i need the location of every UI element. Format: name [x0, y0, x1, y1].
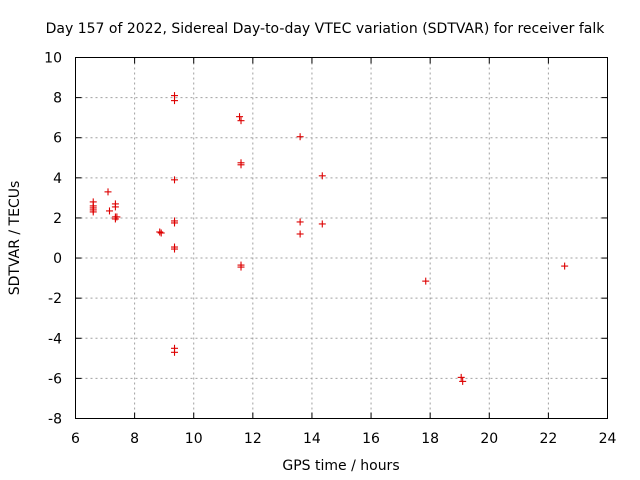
y-tick-label: 2 — [53, 211, 62, 227]
y-tick-labels: -8 -6 -4 -2 0 2 4 6 8 10 — [44, 51, 62, 428]
data-point — [237, 263, 245, 271]
y-tick-label: -2 — [48, 291, 62, 307]
data-point — [561, 262, 569, 270]
data-point — [459, 377, 467, 385]
data-point — [296, 218, 304, 226]
data-point — [113, 213, 121, 221]
data-point — [104, 188, 112, 196]
data-point — [236, 113, 244, 121]
data-point — [111, 203, 119, 211]
data-point — [318, 172, 326, 180]
y-axis-label: SDTVAR / TECUs — [7, 181, 23, 296]
data-point — [237, 117, 245, 125]
grid-lines — [75, 57, 608, 419]
data-point — [422, 277, 430, 285]
plot-frame — [75, 57, 608, 419]
y-tick-label: 0 — [53, 251, 62, 267]
data-point — [296, 133, 304, 141]
y-tick-label: -8 — [48, 412, 62, 428]
y-tick-label: 10 — [44, 51, 62, 67]
data-point — [457, 373, 465, 381]
y-tick-label: 8 — [53, 91, 62, 107]
x-tick-label: 14 — [303, 431, 321, 447]
data-point — [237, 161, 245, 169]
data-point — [296, 230, 304, 238]
data-point — [171, 219, 179, 227]
x-tick-label: 10 — [185, 431, 203, 447]
x-tick-labels: 6 8 10 12 14 16 18 20 22 24 — [71, 431, 616, 447]
data-point — [89, 208, 97, 216]
x-tick-label: 6 — [71, 431, 80, 447]
x-tick-label: 18 — [421, 431, 439, 447]
x-tick-label: 16 — [362, 431, 380, 447]
axis-ticks — [75, 57, 608, 419]
x-axis-label: GPS time / hours — [282, 458, 399, 474]
chart-title: Day 157 of 2022, Sidereal Day-to-day VTE… — [46, 21, 606, 37]
data-points — [89, 92, 569, 385]
data-point — [171, 245, 179, 253]
data-point — [105, 207, 113, 215]
data-point — [157, 229, 165, 237]
x-tick-label: 24 — [599, 431, 617, 447]
x-tick-label: 8 — [130, 431, 139, 447]
data-point — [318, 220, 326, 228]
y-tick-label: 6 — [53, 131, 62, 147]
y-tick-label: 4 — [53, 171, 62, 187]
x-tick-label: 20 — [480, 431, 498, 447]
y-tick-label: -4 — [48, 331, 62, 347]
data-point — [156, 228, 164, 236]
y-tick-label: -6 — [48, 371, 62, 387]
data-point — [171, 348, 179, 356]
x-tick-label: 22 — [539, 431, 557, 447]
data-point — [171, 97, 179, 105]
data-point — [171, 176, 179, 184]
x-tick-label: 12 — [244, 431, 262, 447]
